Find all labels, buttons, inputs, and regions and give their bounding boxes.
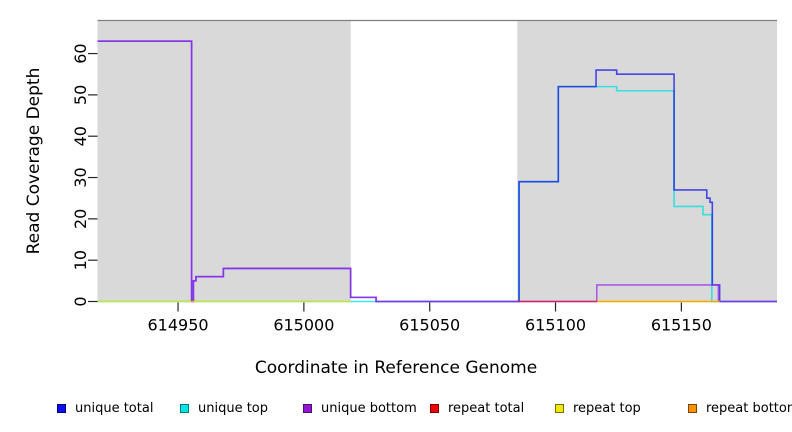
legend-item-repeat-top: repeat top — [555, 399, 641, 417]
legend-item-unique-top: unique top — [180, 399, 268, 417]
legend-label: unique top — [198, 400, 269, 416]
shaded-region — [97, 21, 351, 302]
unique-total-swatch-icon — [57, 403, 66, 413]
unique-bottom-swatch-icon — [303, 403, 312, 413]
legend-label: repeat bottom — [706, 400, 792, 416]
y-tick-label: 0 — [71, 296, 90, 306]
x-tick-label: 615150 — [651, 316, 712, 335]
repeat-top-swatch-icon — [555, 403, 564, 413]
y-tick-label: 20 — [71, 209, 90, 229]
legend-item-repeat-total: repeat total — [430, 399, 524, 417]
legend-label: unique bottom — [321, 400, 417, 416]
repeat-total-swatch-icon — [430, 403, 439, 413]
repeat-bottom-swatch-icon — [688, 403, 697, 413]
x-tick-label: 614950 — [147, 316, 208, 335]
legend-item-unique-total: unique total — [57, 399, 153, 417]
y-tick-label: 60 — [71, 43, 90, 63]
x-axis-title: Coordinate in Reference Genome — [254, 358, 538, 378]
x-tick-label: 615050 — [399, 316, 460, 335]
y-tick-label: 40 — [71, 126, 90, 146]
legend-label: unique total — [75, 400, 154, 416]
legend-item-unique-bottom: unique bottom — [303, 399, 417, 417]
x-tick-label: 615000 — [273, 316, 334, 335]
y-tick-label: 50 — [71, 85, 90, 105]
legend-label: repeat top — [573, 400, 641, 416]
y-tick-label: 30 — [71, 167, 90, 187]
y-tick-label: 10 — [71, 250, 90, 270]
legend-item-repeat-bottom: repeat bottom — [688, 399, 792, 417]
x-tick-label: 615100 — [525, 316, 586, 335]
legend-label: repeat total — [448, 400, 525, 416]
shaded-region — [517, 21, 777, 302]
unique-top-swatch-icon — [180, 403, 189, 413]
y-axis-title: Read Coverage Depth — [24, 67, 44, 255]
